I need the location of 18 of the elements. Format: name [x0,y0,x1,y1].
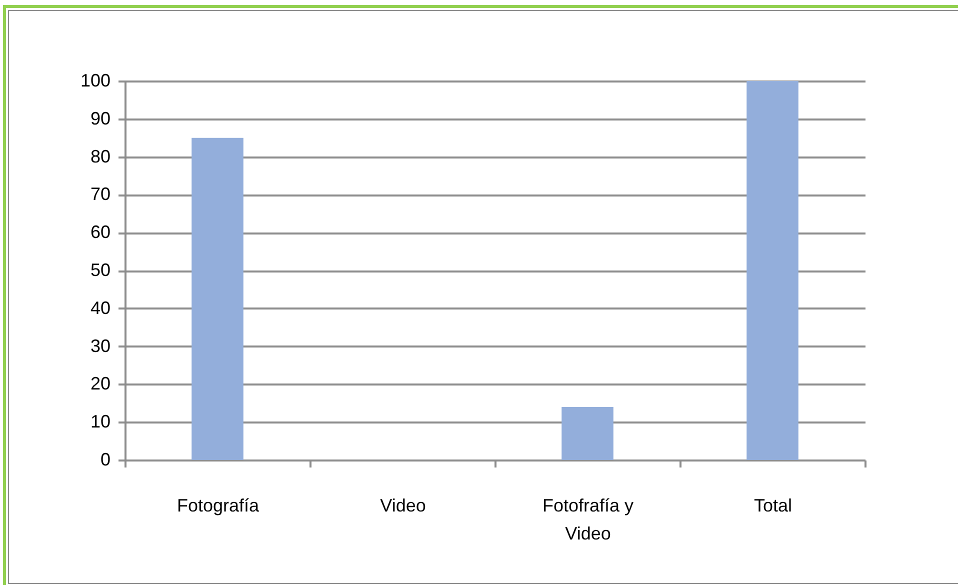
y-tick-label: 40 [90,298,110,318]
bar [746,81,798,460]
x-tick-label: Fotofrafía y Video [542,496,634,544]
x-tick-label: Fotografía [176,496,260,516]
x-tick-label: Video [380,496,426,516]
y-tick-label: 50 [90,260,110,280]
y-tick-label: 70 [90,184,110,204]
y-tick-label: 0 [100,450,110,470]
x-tick-label: Total [754,496,792,516]
y-tick-label: 90 [90,108,110,128]
y-tick-label: 100 [80,70,110,90]
y-tick-label: 60 [90,222,110,242]
y-tick-label: 20 [90,374,110,394]
bar [562,406,614,460]
y-tick-label: 80 [90,146,110,166]
bar [192,138,244,460]
y-tick-label: 30 [90,336,110,356]
y-tick-label: 10 [90,412,110,432]
